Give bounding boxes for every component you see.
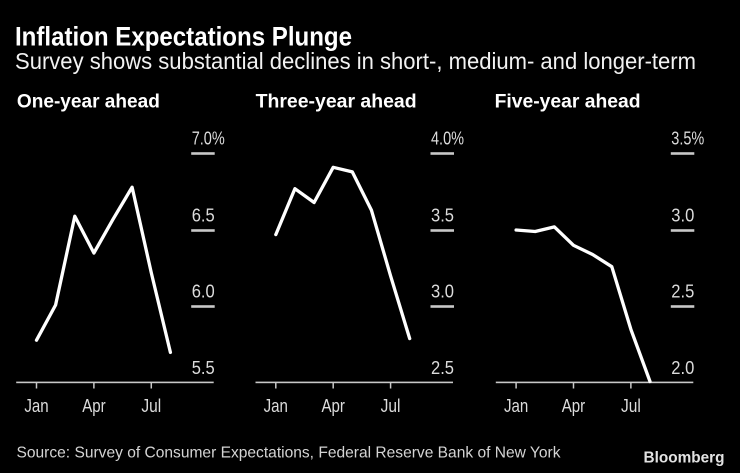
svg-text:Five-year ahead: Five-year ahead [495,92,641,113]
svg-text:One-year ahead: One-year ahead [17,92,160,113]
svg-text:6.0: 6.0 [192,282,215,302]
svg-text:2.5: 2.5 [431,358,454,378]
svg-text:5.5: 5.5 [192,358,215,378]
svg-text:Survey shows substantial decli: Survey shows substantial declines in sho… [15,48,696,74]
svg-text:Jul: Jul [621,396,641,416]
svg-text:3.5%: 3.5% [671,129,704,149]
svg-text:Apr: Apr [321,396,344,416]
svg-text:Jan: Jan [24,396,48,416]
svg-text:Jan: Jan [264,396,288,416]
svg-text:3.0: 3.0 [431,282,454,302]
svg-text:4.0%: 4.0% [431,129,464,149]
svg-text:Jul: Jul [141,396,161,416]
svg-text:Bloomberg: Bloomberg [644,450,725,467]
svg-text:Three-year ahead: Three-year ahead [256,92,417,113]
svg-text:3.0: 3.0 [671,206,694,226]
svg-text:Jan: Jan [504,396,528,416]
svg-text:2.5: 2.5 [671,282,694,302]
svg-text:6.5: 6.5 [192,206,215,226]
svg-text:2.0: 2.0 [671,358,694,378]
svg-text:Jul: Jul [381,396,401,416]
svg-text:3.5: 3.5 [431,206,454,226]
svg-text:Inflation Expectations Plunge: Inflation Expectations Plunge [15,22,352,52]
svg-text:Apr: Apr [562,396,585,416]
svg-text:Source: Survey of Consumer Exp: Source: Survey of Consumer Expectations,… [17,444,562,461]
svg-text:Apr: Apr [82,396,105,416]
svg-text:7.0%: 7.0% [192,129,225,149]
